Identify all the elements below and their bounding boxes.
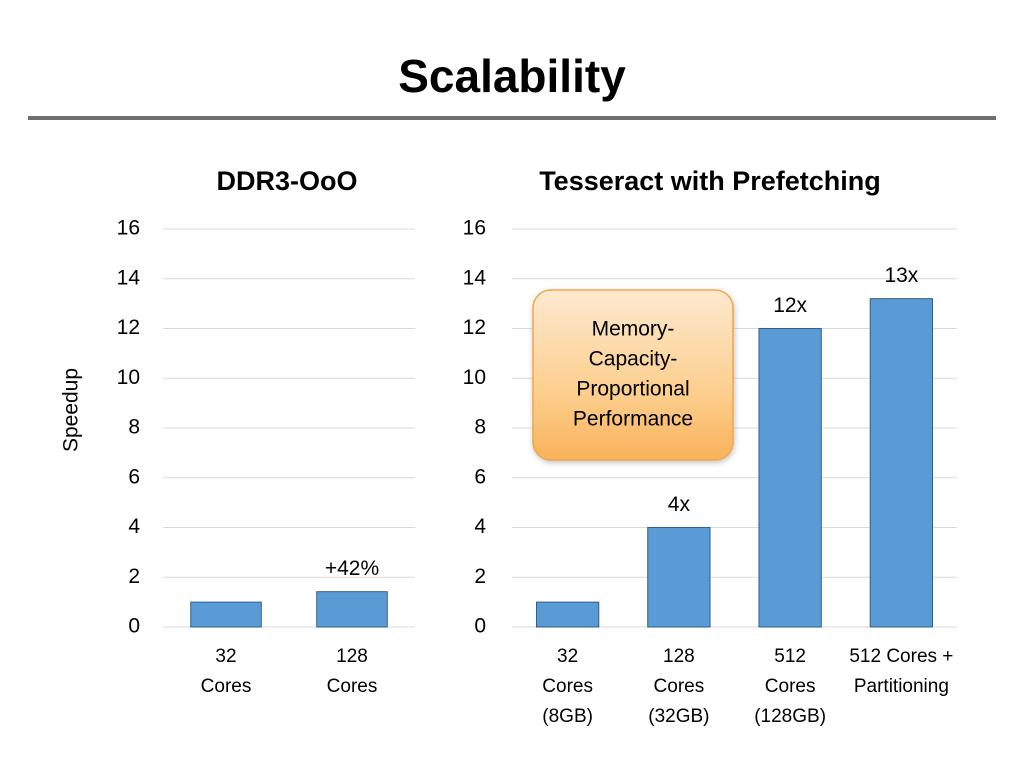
bar [316, 591, 388, 628]
bar [869, 298, 934, 628]
y-tick-label: 10 [463, 366, 486, 389]
y-tick-label: 16 [463, 217, 486, 240]
x-tick-label: Cores [654, 676, 705, 697]
x-tick-label: (8GB) [542, 706, 593, 727]
y-tick-label: 12 [463, 316, 486, 339]
value-label: 12x [773, 294, 807, 317]
bar [758, 328, 822, 628]
x-tick-label: 32 [215, 646, 236, 667]
x-tick-label: Cores [542, 676, 593, 697]
callout-box [532, 289, 734, 461]
value-label: 13x [884, 264, 918, 287]
y-tick-label: 14 [117, 266, 141, 289]
y-axis-label: Speedup [60, 368, 83, 452]
bar [535, 601, 600, 628]
chart-title: Tesseract with Prefetching [539, 166, 881, 196]
x-tick-label: Cores [327, 676, 378, 697]
y-tick-label: 4 [474, 515, 486, 538]
y-tick-label: 8 [474, 416, 486, 439]
y-tick-label: 4 [128, 515, 140, 538]
value-label: 4x [668, 493, 691, 516]
x-tick-label: Partitioning [854, 676, 949, 697]
bar [647, 527, 711, 628]
x-tick-label: (32GB) [648, 706, 709, 727]
x-tick-label: 128 [336, 646, 368, 667]
y-tick-label: 2 [128, 565, 140, 588]
callout-text: Memory- [592, 318, 675, 341]
y-tick-label: 2 [474, 565, 486, 588]
annotation: +42% [325, 557, 379, 580]
y-tick-label: 6 [474, 465, 486, 488]
x-tick-label: Cores [201, 676, 252, 697]
y-tick-label: 0 [128, 615, 140, 638]
x-tick-label: (128GB) [754, 706, 826, 727]
x-tick-label: 512 [774, 646, 806, 667]
x-tick-label: Cores [765, 676, 816, 697]
callout-text: Performance [573, 408, 693, 431]
chart-title: DDR3-OoO [217, 166, 358, 196]
y-tick-label: 12 [117, 316, 140, 339]
y-tick-label: 10 [117, 366, 140, 389]
x-tick-label: 128 [663, 646, 695, 667]
bar [190, 601, 262, 628]
x-tick-label: 512 Cores + [849, 646, 953, 667]
y-tick-label: 8 [128, 416, 140, 439]
y-tick-label: 16 [117, 217, 140, 240]
y-tick-label: 0 [474, 615, 486, 638]
callout-text: Proportional [576, 378, 689, 401]
x-tick-label: 32 [557, 646, 578, 667]
slide-title: Scalability [398, 50, 626, 102]
y-tick-label: 6 [128, 465, 140, 488]
y-tick-label: 14 [463, 266, 487, 289]
callout-text: Capacity- [589, 348, 678, 371]
